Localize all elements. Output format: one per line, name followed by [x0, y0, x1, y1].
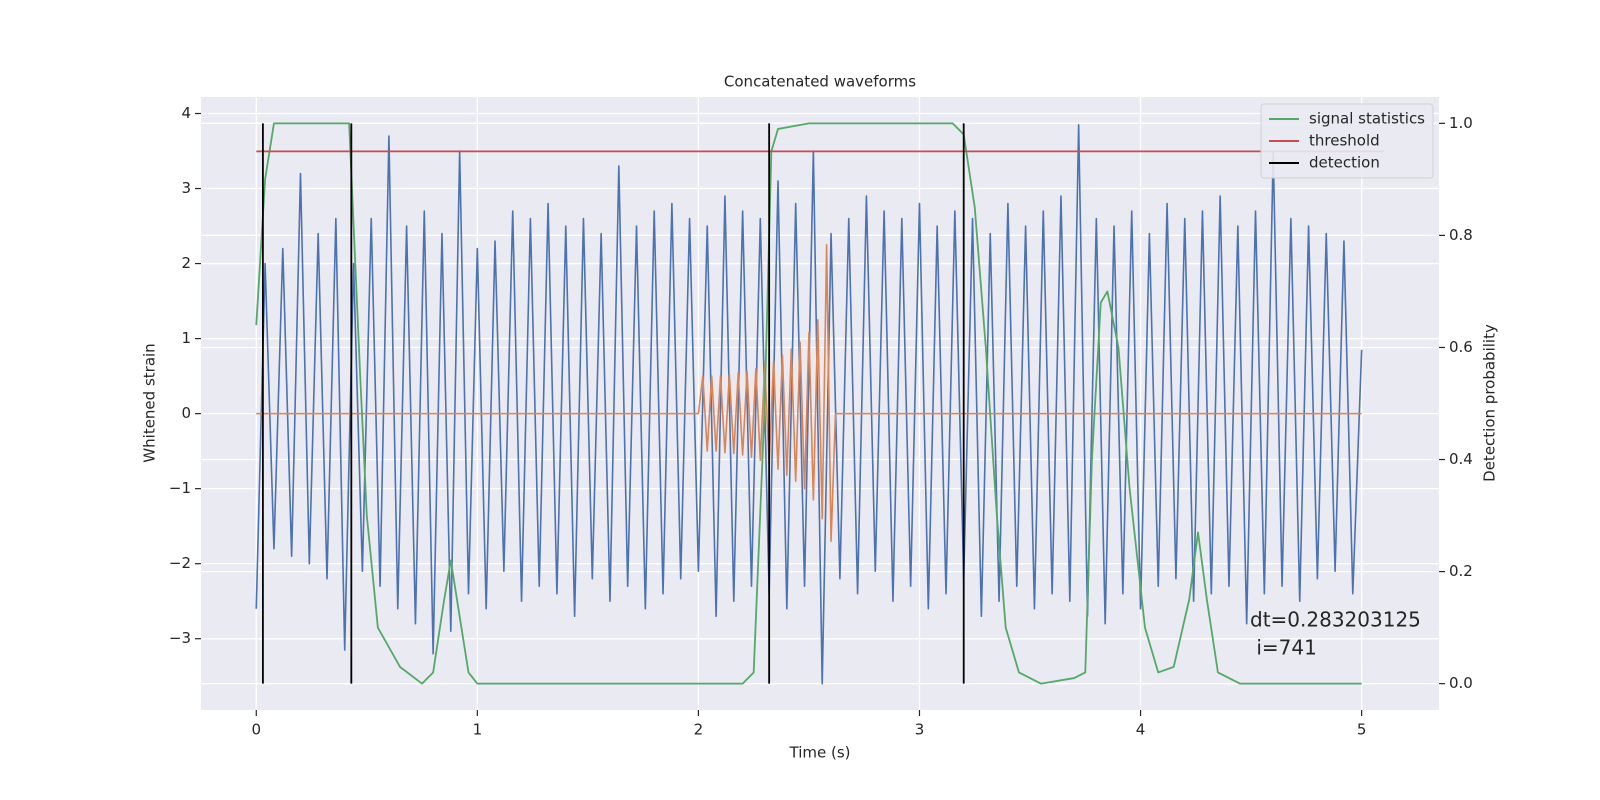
- x-tick-label: 3: [915, 721, 925, 739]
- y2-tick-label: 1.0: [1449, 114, 1473, 132]
- legend-label: threshold: [1309, 132, 1380, 150]
- series-line: [255, 123, 1363, 685]
- y-axis-label: Whitened strain: [141, 343, 159, 462]
- y2-tick-label: 0.6: [1449, 338, 1473, 356]
- x-tick-label: 0: [251, 721, 261, 739]
- series-line: [256, 244, 1362, 542]
- y-tick-label: −3: [169, 629, 191, 647]
- legend-box: [1260, 103, 1434, 179]
- y-tick-label: 3: [181, 179, 191, 197]
- x-tick-label: 1: [473, 721, 483, 739]
- y2-tick-label: 0.8: [1449, 226, 1473, 244]
- annotation: dt=0.283203125: [1250, 608, 1421, 632]
- x-axis-label: Time (s): [789, 744, 851, 762]
- y-tick-label: 2: [181, 254, 191, 272]
- y-tick-label: 4: [181, 104, 191, 122]
- annotation: i=741: [1250, 636, 1317, 660]
- y2-tick-label: 0.0: [1449, 674, 1473, 692]
- x-tick-label: 2: [694, 721, 704, 739]
- legend-label: detection: [1309, 154, 1380, 172]
- y2-tick-label: 0.4: [1449, 450, 1473, 468]
- y2-axis-label: Detection probability: [1481, 324, 1499, 482]
- y2-tick-label: 0.2: [1449, 562, 1473, 580]
- y-tick-label: 0: [181, 404, 191, 422]
- x-tick-label: 5: [1357, 721, 1367, 739]
- series-line: [262, 123, 965, 684]
- y-tick-label: 1: [181, 329, 191, 347]
- y-tick-label: −1: [169, 479, 191, 497]
- marks: [255, 122, 1384, 685]
- legend-label: signal statistics: [1309, 110, 1425, 128]
- chart-title: Concatenated waveforms: [724, 73, 916, 91]
- x-tick-label: 4: [1136, 721, 1146, 739]
- legend: signal statistics threshold detection: [1260, 103, 1434, 179]
- y-tick-label: −2: [169, 554, 191, 572]
